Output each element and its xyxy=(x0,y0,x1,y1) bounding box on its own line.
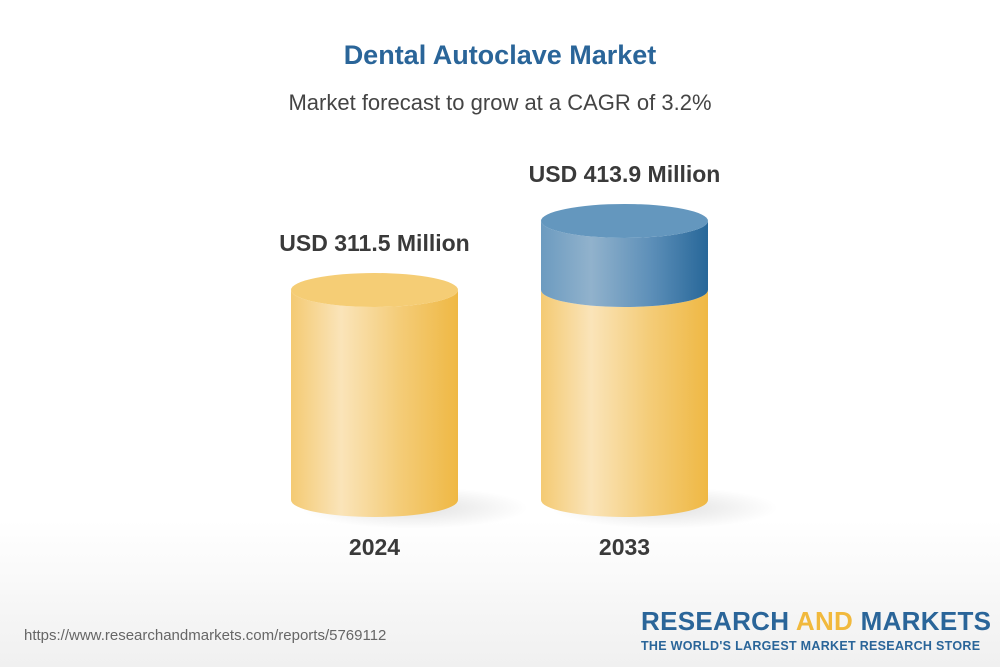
chart-title: Dental Autoclave Market xyxy=(343,40,657,70)
logo-word: RESEARCH xyxy=(641,606,790,636)
cylinder-bar-2033 xyxy=(541,290,708,517)
research-and-markets-logo: RESEARCH AND MARKETS THE WORLD'S LARGEST… xyxy=(641,606,991,653)
cylinder-top xyxy=(541,203,708,238)
category-label: 2024 xyxy=(349,534,400,560)
logo-tagline: THE WORLD'S LARGEST MARKET RESEARCH STOR… xyxy=(641,639,981,653)
cylinder-bar-2024 xyxy=(291,290,459,517)
data-label: USD 413.9 Million xyxy=(529,161,721,187)
cylinder-top xyxy=(291,273,458,307)
cylinder-growth-segment xyxy=(541,220,708,308)
data-label: USD 311.5 Million xyxy=(279,230,469,256)
logo-word: MARKETS xyxy=(860,606,992,636)
logo-word: AND xyxy=(795,606,854,636)
source-url[interactable]: https://www.researchandmarkets.com/repor… xyxy=(24,627,387,644)
category-label: 2033 xyxy=(599,534,650,560)
chart-subtitle: Market forecast to grow at a CAGR of 3.2… xyxy=(288,90,712,115)
